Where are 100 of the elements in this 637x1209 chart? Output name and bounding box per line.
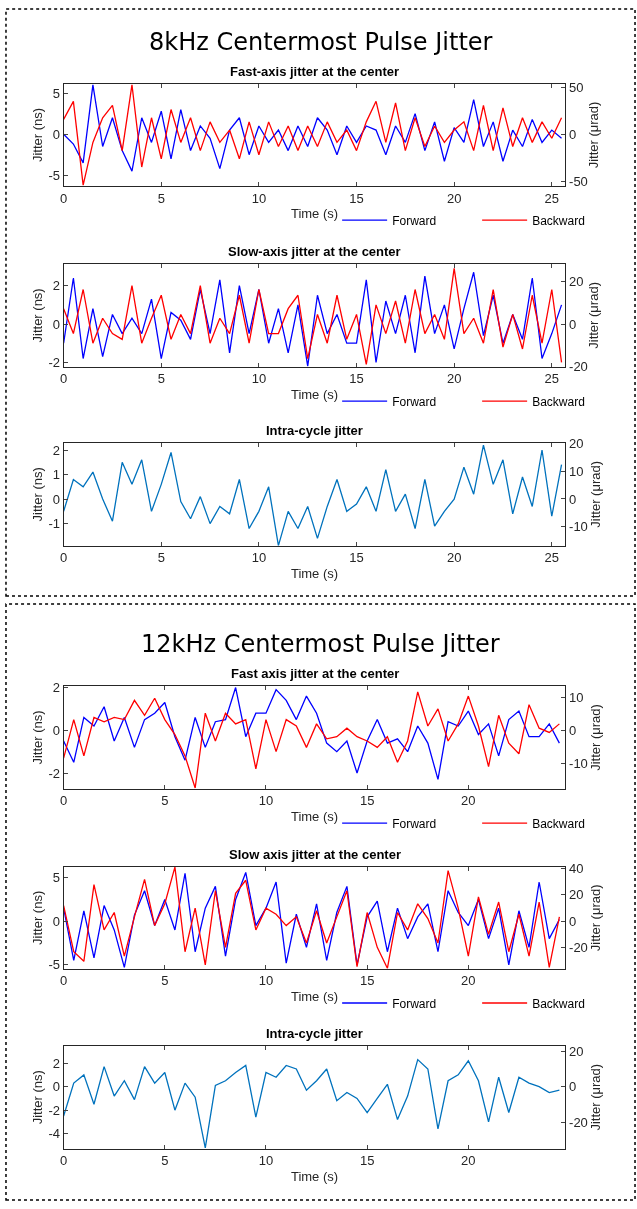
y-tick-label: 0 xyxy=(52,316,61,332)
x-tick-label: 5 xyxy=(161,793,169,809)
y-axis-title: Jitter (ns) xyxy=(30,467,46,522)
y-tick-label: 1 xyxy=(52,467,61,483)
x-axis-title: Time (s) xyxy=(290,988,339,1004)
y-axis-title: Jitter (ns) xyxy=(30,107,46,163)
y2-tick-label: -10 xyxy=(569,519,588,535)
y2-tick-label: -20 xyxy=(569,1114,588,1130)
line-series xyxy=(63,444,563,546)
x-tick-label: 15 xyxy=(349,550,364,566)
y2-tick-label: 0 xyxy=(569,1079,577,1095)
y-tick-label: 0 xyxy=(52,491,61,507)
y2-tick-label: 50 xyxy=(569,79,584,95)
x-tick-label: 10 xyxy=(251,371,267,387)
y-tick-label: 0 xyxy=(52,126,61,142)
chart-subtitle: Fast axis jitter at the center xyxy=(231,666,400,681)
x-tick-label: 15 xyxy=(349,371,364,387)
x-tick-label: 15 xyxy=(359,1153,375,1169)
y2-axis-title: Jitter (μrad) xyxy=(586,101,602,169)
y2-axis-title: Jitter (μrad) xyxy=(587,884,603,952)
y2-tick-label: -50 xyxy=(569,173,588,189)
y-tick-label: -2 xyxy=(48,1102,61,1118)
x-tick-label: 10 xyxy=(258,973,274,989)
legend-label: Forward xyxy=(392,816,437,831)
x-tick-label: 5 xyxy=(161,973,169,989)
y-tick-label: 0 xyxy=(52,722,61,738)
y2-tick-label: 20 xyxy=(569,1043,584,1059)
chart-subtitle: Slow-axis jitter at the center xyxy=(228,244,401,259)
y-tick-label: -2 xyxy=(48,354,61,370)
x-tick-label: 10 xyxy=(251,190,267,206)
y-tick-label: 0 xyxy=(52,913,61,929)
x-tick-label: 20 xyxy=(446,371,462,387)
y-axis-title: Jitter (ns) xyxy=(30,1070,46,1125)
x-tick-label: 20 xyxy=(461,973,476,989)
line-series xyxy=(63,1058,561,1149)
x-tick-label: 5 xyxy=(161,1153,169,1169)
x-tick-label: 15 xyxy=(349,190,364,206)
legend-label: Backward xyxy=(532,213,585,228)
x-tick-label: 10 xyxy=(258,793,274,809)
y-axis-title: Jitter (ns) xyxy=(30,710,46,765)
chart-subtitle: Fast-axis jitter at the center xyxy=(230,64,400,79)
y2-tick-label: 0 xyxy=(569,126,577,142)
x-tick-label: 5 xyxy=(157,371,165,387)
y2-tick-label: 0 xyxy=(569,316,577,332)
y-tick-label: 2 xyxy=(52,442,61,458)
y-tick-label: 2 xyxy=(52,680,61,696)
y-tick-label: -5 xyxy=(48,167,61,183)
y2-axis-title: Jitter (μrad) xyxy=(587,460,603,528)
x-tick-label: 5 xyxy=(157,550,165,566)
x-axis-title: Time (s) xyxy=(290,206,339,222)
legend-label: Forward xyxy=(392,394,437,409)
x-tick-label: 20 xyxy=(461,793,476,809)
y2-tick-label: 10 xyxy=(569,690,584,706)
y2-axis-title: Jitter (μrad) xyxy=(587,704,603,771)
y2-tick-label: -10 xyxy=(569,755,588,771)
y2-tick-label: -20 xyxy=(569,940,588,956)
chart-title: 12kHz Centermost Pulse Jitter xyxy=(141,630,500,658)
x-axis-title: Time (s) xyxy=(290,565,339,581)
chart-subtitle: Intra-cycle jitter xyxy=(266,423,363,438)
chart-subtitle: Slow axis jitter at the center xyxy=(229,847,401,862)
x-axis-title: Time (s) xyxy=(290,1168,339,1184)
y-tick-label: -1 xyxy=(48,516,61,532)
y-tick-label: -5 xyxy=(48,957,61,973)
x-axis-title: Time (s) xyxy=(290,386,339,402)
legend-label: Forward xyxy=(392,996,437,1011)
x-tick-label: 5 xyxy=(157,190,165,206)
y-tick-label: 5 xyxy=(52,85,61,101)
y2-tick-label: 20 xyxy=(569,274,584,290)
y2-tick-label: 20 xyxy=(569,887,584,903)
legend-label: Forward xyxy=(392,213,437,228)
x-tick-label: 15 xyxy=(359,793,375,809)
chart-title: 8kHz Centermost Pulse Jitter xyxy=(149,28,493,56)
legend-label: Backward xyxy=(532,996,585,1011)
y-axis-title: Jitter (ns) xyxy=(30,890,46,945)
y2-tick-label: 0 xyxy=(569,722,577,738)
y2-tick-label: -20 xyxy=(569,358,588,374)
legend-label: Backward xyxy=(532,394,585,409)
x-axis-title: Time (s) xyxy=(290,809,339,825)
y-tick-label: 5 xyxy=(52,870,61,886)
y2-axis-title: Jitter (μrad) xyxy=(587,1063,603,1131)
x-tick-label: 25 xyxy=(544,190,560,206)
x-tick-label: 20 xyxy=(461,1153,476,1169)
y2-axis-title: Jitter (μrad) xyxy=(586,282,602,349)
y-tick-label: -4 xyxy=(48,1126,61,1142)
y-axis-title: Jitter (ns) xyxy=(30,288,46,343)
y2-tick-label: 0 xyxy=(569,491,577,507)
y2-tick-label: 40 xyxy=(569,860,584,876)
y2-tick-label: 10 xyxy=(569,463,584,479)
y2-tick-label: 0 xyxy=(569,913,577,929)
y-tick-label: 2 xyxy=(52,278,61,294)
legend-label: Backward xyxy=(532,816,585,831)
x-tick-label: 10 xyxy=(258,1153,274,1169)
y-tick-label: 2 xyxy=(52,1055,61,1071)
y2-tick-label: 20 xyxy=(569,436,584,452)
chart-subtitle: Intra-cycle jitter xyxy=(266,1026,363,1041)
y-tick-label: -2 xyxy=(48,765,61,781)
x-tick-label: 25 xyxy=(544,371,560,387)
x-tick-label: 15 xyxy=(359,973,375,989)
x-tick-label: 20 xyxy=(446,190,462,206)
x-tick-label: 20 xyxy=(446,550,462,566)
